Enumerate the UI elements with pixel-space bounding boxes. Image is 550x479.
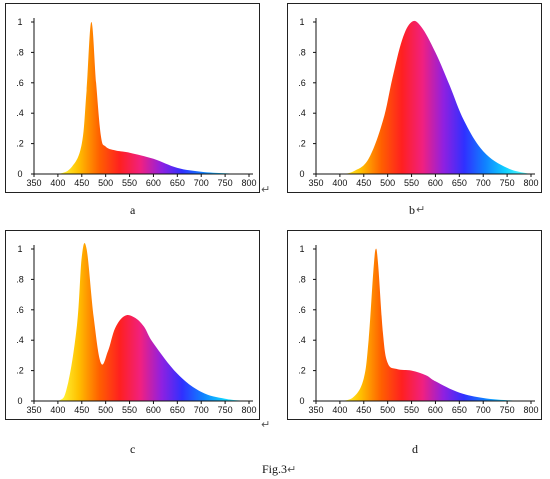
- caption-a: a: [130, 203, 136, 217]
- chart-panel-c: 350 400 450 500 550 600 650 700 750 800 0 .2 .4 .6 .8 1: [5, 230, 260, 420]
- y-tick-label-d-0: 0: [299, 396, 304, 406]
- y-tick-label-b-1: .2: [298, 139, 306, 149]
- return-mark-a: ↵: [261, 183, 271, 196]
- x-tick-label-d-800: 800: [523, 405, 538, 415]
- y-tick-label-b-2: .4: [298, 108, 306, 118]
- x-tick-label-a-650: 650: [170, 178, 185, 188]
- y-tick-label-b-3: .6: [298, 78, 306, 88]
- x-tick-label-c-650: 650: [170, 405, 185, 415]
- x-tick-label-c-800: 800: [241, 405, 256, 415]
- y-tick-label-a-5: 1: [17, 17, 22, 27]
- x-tick-label-d-650: 650: [452, 405, 467, 415]
- y-tick-label-b-0: 0: [299, 169, 304, 179]
- y-tick-label-c-4: .8: [16, 274, 24, 284]
- chart-panel-d: 350 400 450 500 550 600 650 700 750 800 0 .2 .4 .6 .8 1: [287, 230, 542, 420]
- y-tick-label-c-5: 1: [17, 244, 22, 254]
- x-tick-label-b-500: 500: [380, 178, 395, 188]
- x-tick-label-d-600: 600: [428, 405, 443, 415]
- x-tick-label-b-800: 800: [523, 178, 538, 188]
- x-tick-label-a-750: 750: [218, 178, 233, 188]
- x-tick-label-b-650: 650: [452, 178, 467, 188]
- x-tick-label-b-750: 750: [500, 178, 515, 188]
- x-tick-label-d-500: 500: [380, 405, 395, 415]
- y-tick-label-d-2: .4: [298, 335, 306, 345]
- x-tick-label-d-350: 350: [308, 405, 323, 415]
- x-tick-label-b-400: 400: [332, 178, 347, 188]
- spectrum-chart-b: 350 400 450 500 550 600 650 700 750 800 0 .2 .4 .6 .8 1: [298, 17, 538, 188]
- y-tick-label-a-3: .6: [16, 78, 24, 88]
- x-tick-label-d-550: 550: [404, 405, 419, 415]
- y-tick-label-d-4: .8: [298, 274, 306, 284]
- spectrum-area-c: [34, 243, 249, 401]
- x-tick-label-c-750: 750: [218, 405, 233, 415]
- x-tick-label-a-450: 450: [74, 178, 89, 188]
- x-tick-label-d-700: 700: [476, 405, 491, 415]
- y-tick-label-c-3: .6: [16, 305, 24, 315]
- x-tick-label-c-600: 600: [146, 405, 161, 415]
- x-tick-label-a-500: 500: [98, 178, 113, 188]
- x-tick-label-a-350: 350: [26, 178, 41, 188]
- x-tick-label-c-350: 350: [26, 405, 41, 415]
- y-tick-label-a-2: .4: [16, 108, 24, 118]
- y-tick-label-d-1: .2: [298, 366, 306, 376]
- y-tick-label-a-0: 0: [17, 169, 22, 179]
- caption-d: d: [412, 442, 418, 456]
- x-tick-label-d-450: 450: [356, 405, 371, 415]
- spectrum-area-a: [34, 21, 249, 175]
- chart-panel-b: 350 400 450 500 550 600 650 700 750 800 0 .2 .4 .6 .8 1: [287, 3, 542, 193]
- x-tick-label-d-750: 750: [500, 405, 515, 415]
- y-tick-label-c-1: .2: [16, 366, 24, 376]
- return-mark-c: ↵: [261, 418, 271, 431]
- spectrum-area-d: [316, 248, 531, 401]
- x-tick-label-a-800: 800: [241, 178, 256, 188]
- x-tick-label-c-400: 400: [50, 405, 65, 415]
- x-tick-label-d-400: 400: [332, 405, 347, 415]
- y-tick-label-d-3: .6: [298, 305, 306, 315]
- x-tick-label-a-550: 550: [122, 178, 137, 188]
- chart-panel-a: 350 400 450 500 550 600 650 700 750 800 0 .2 .4 .6 .8 1: [5, 3, 260, 193]
- y-tick-label-d-5: 1: [299, 244, 304, 254]
- x-tick-label-b-600: 600: [428, 178, 443, 188]
- figure-caption-text: Fig.3: [262, 462, 288, 476]
- spectrum-chart-a: 350 400 450 500 550 600 650 700 750 800 0 .2 .4 .6 .8 1: [16, 17, 256, 188]
- x-tick-label-b-350: 350: [308, 178, 323, 188]
- x-tick-label-c-700: 700: [194, 405, 209, 415]
- spectrum-chart-c: 350 400 450 500 550 600 650 700 750 800 0 .2 .4 .6 .8 1: [16, 243, 257, 415]
- x-tick-label-c-550: 550: [122, 405, 137, 415]
- x-tick-label-b-450: 450: [356, 178, 371, 188]
- y-tick-label-b-4: .8: [298, 47, 306, 57]
- return-mark-b: ↵: [416, 203, 426, 216]
- x-tick-label-c-450: 450: [74, 405, 89, 415]
- x-tick-label-a-700: 700: [194, 178, 209, 188]
- caption-c: c: [130, 442, 136, 456]
- x-tick-label-c-500: 500: [98, 405, 113, 415]
- y-tick-label-a-4: .8: [16, 47, 24, 57]
- x-tick-label-a-600: 600: [146, 178, 161, 188]
- y-tick-label-c-0: 0: [17, 396, 22, 406]
- x-tick-label-b-700: 700: [476, 178, 491, 188]
- spectrum-chart-d: 350 400 450 500 550 600 650 700 750 800 0 .2 .4 .6 .8 1: [298, 244, 538, 415]
- figure-caption: Fig.3↵: [262, 462, 296, 477]
- caption-b: b: [409, 203, 415, 217]
- spectrum-area-b: [316, 20, 531, 174]
- y-tick-label-c-2: .4: [16, 335, 24, 345]
- return-mark-fig: ↵: [287, 463, 297, 476]
- x-tick-label-a-400: 400: [50, 178, 65, 188]
- y-tick-label-b-5: 1: [299, 17, 304, 27]
- x-tick-label-b-550: 550: [404, 178, 419, 188]
- y-tick-label-a-1: .2: [16, 139, 24, 149]
